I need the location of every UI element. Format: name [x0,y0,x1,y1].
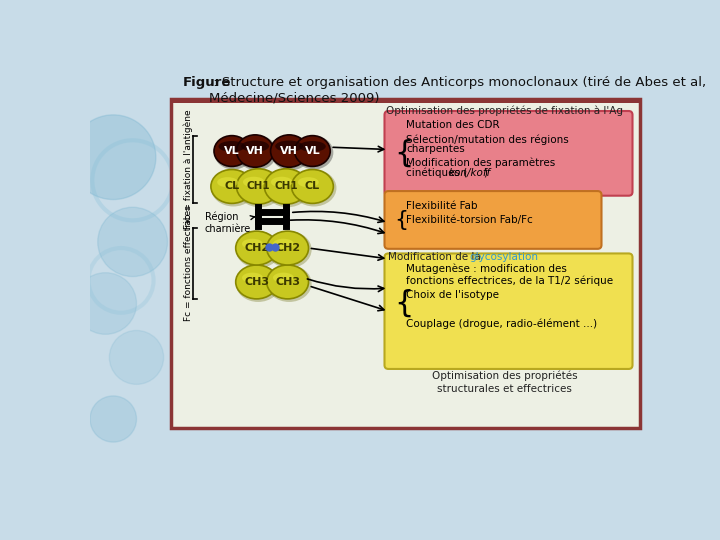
Text: Optimisation des propriétés de fixation à l'Ag: Optimisation des propriétés de fixation … [386,106,623,116]
Text: CH3: CH3 [275,277,300,287]
Text: VL: VL [305,146,320,156]
Text: VH: VH [246,146,264,156]
Ellipse shape [235,231,281,268]
Text: CH3: CH3 [244,277,269,287]
Ellipse shape [266,231,309,265]
Ellipse shape [298,177,319,187]
Text: CH2: CH2 [244,243,269,253]
Text: Modification des paramètres: Modification des paramètres [406,157,555,168]
Circle shape [90,396,137,442]
Circle shape [71,115,156,200]
Text: Fc = fonctions effectrices: Fc = fonctions effectrices [184,206,193,321]
Text: Figure: Figure [183,76,231,89]
FancyBboxPatch shape [384,111,632,195]
Ellipse shape [292,170,333,204]
Ellipse shape [266,231,312,268]
Text: charpentes: charpentes [406,144,465,154]
Circle shape [74,273,137,334]
Ellipse shape [271,135,311,170]
Ellipse shape [264,168,311,207]
Ellipse shape [294,136,330,166]
Text: Région
charnière: Région charnière [204,212,254,234]
Ellipse shape [264,169,307,204]
FancyBboxPatch shape [384,191,601,249]
Text: Couplage (drogue, radio-élément ...): Couplage (drogue, radio-élément ...) [406,319,598,329]
Text: VH: VH [280,146,298,156]
Ellipse shape [214,136,250,166]
Ellipse shape [211,170,253,204]
Ellipse shape [299,141,325,152]
Ellipse shape [292,170,336,206]
Ellipse shape [235,265,281,302]
Ellipse shape [236,168,283,207]
Ellipse shape [236,135,276,170]
Text: Mutation des CDR: Mutation des CDR [406,120,500,130]
Text: CH1: CH1 [246,181,270,192]
Text: CH1: CH1 [274,181,298,192]
Text: Sélection/mutation des régions: Sélection/mutation des régions [406,134,569,145]
Text: kon/koff: kon/koff [449,168,491,178]
Ellipse shape [271,177,292,187]
Text: VL: VL [224,146,240,156]
Text: Fab = fixation à l'antigène: Fab = fixation à l'antigène [184,110,193,230]
Ellipse shape [217,177,238,187]
Text: CH2: CH2 [275,243,300,253]
Text: Flexibilité-torsion Fab/Fc: Flexibilité-torsion Fab/Fc [406,215,533,225]
Text: {: { [394,289,413,318]
Ellipse shape [242,239,263,249]
Ellipse shape [273,273,294,283]
Text: CL: CL [305,181,320,192]
Text: CL: CL [224,181,239,192]
FancyBboxPatch shape [171,99,640,103]
Ellipse shape [236,135,274,167]
Text: : Structure et organisation des Anticorps monoclonaux (tiré de Abes et al,
Médec: : Structure et organisation des Anticorp… [209,76,706,104]
Ellipse shape [218,141,246,152]
Ellipse shape [266,265,312,302]
Circle shape [98,207,168,276]
Text: Mutagenèse : modification des: Mutagenèse : modification des [406,264,567,274]
Ellipse shape [243,177,265,187]
Ellipse shape [242,273,263,283]
Ellipse shape [236,169,280,204]
Text: Flexibilité Fab: Flexibilité Fab [406,201,477,211]
Ellipse shape [214,136,253,170]
FancyBboxPatch shape [171,99,640,428]
Text: Optimisation des propriétés
structurales et effectrices: Optimisation des propriétés structurales… [432,370,577,394]
Ellipse shape [294,136,333,170]
Ellipse shape [275,140,303,152]
Ellipse shape [266,265,309,299]
Text: {: { [394,210,408,230]
Text: glycosylation: glycosylation [469,252,538,262]
Text: Modification de la: Modification de la [388,252,485,262]
Ellipse shape [211,170,256,206]
Circle shape [109,330,163,384]
Text: cinétiques (: cinétiques ( [406,168,467,179]
Ellipse shape [241,140,269,152]
Text: fonctions effectrices, de la T1/2 sérique: fonctions effectrices, de la T1/2 sériqu… [406,275,613,286]
Ellipse shape [235,231,277,265]
Ellipse shape [235,265,277,299]
Text: {: { [394,139,413,168]
Text: ): ) [483,168,487,178]
FancyBboxPatch shape [384,253,632,369]
Text: Choix de l'isotype: Choix de l'isotype [406,289,499,300]
Ellipse shape [273,239,294,249]
Ellipse shape [271,135,307,167]
